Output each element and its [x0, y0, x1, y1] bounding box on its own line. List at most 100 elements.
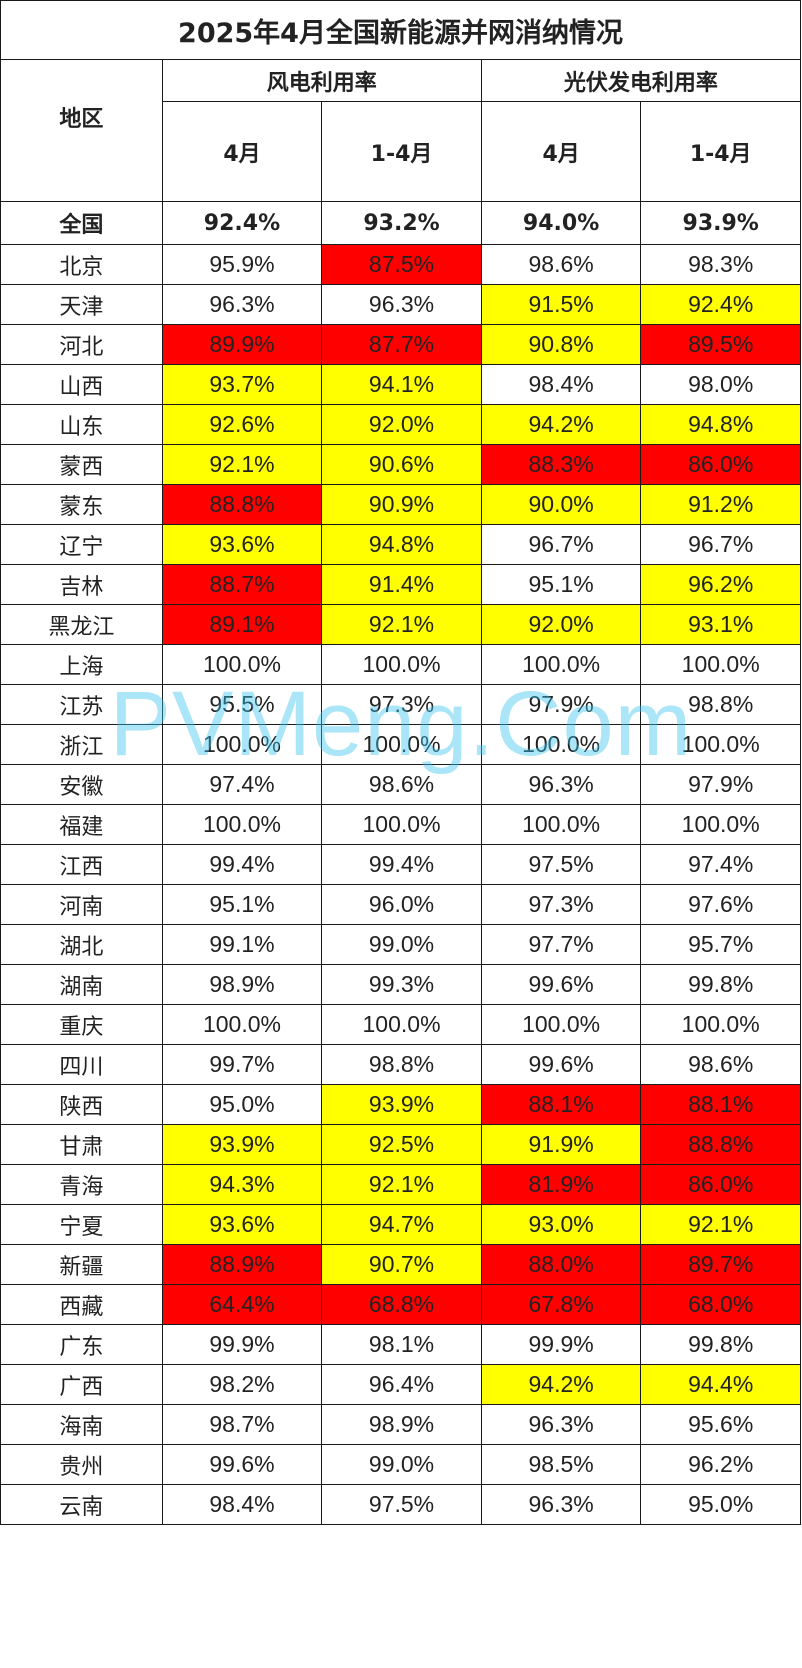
table-row: 青海 94.3% 92.1% 81.9% 86.0% — [0, 1164, 801, 1205]
wind-jan-apr-value: 100.0% — [321, 724, 482, 765]
wind-jan-apr-value: 98.1% — [321, 1324, 482, 1365]
region-name: 吉林 — [0, 564, 163, 605]
solar-april-value: 81.9% — [480, 1164, 642, 1205]
region-name: 广西 — [0, 1364, 163, 1405]
national-label: 全国 — [0, 201, 163, 245]
solar-april-value: 91.9% — [480, 1124, 642, 1165]
table-row: 江西 99.4% 99.4% 97.5% 97.4% — [0, 844, 801, 885]
table-row: 北京 95.9% 87.5% 98.6% 98.3% — [0, 244, 801, 285]
solar-april-value: 96.3% — [480, 764, 642, 805]
wind-jan-apr-value: 92.1% — [321, 604, 482, 645]
table-row: 云南 98.4% 97.5% 96.3% 95.0% — [0, 1484, 801, 1525]
wind-jan-apr-value: 92.1% — [321, 1164, 482, 1205]
region-name: 福建 — [0, 804, 163, 845]
region-name: 山西 — [0, 364, 163, 405]
solar-jan-apr-value: 98.3% — [640, 244, 801, 285]
region-name: 贵州 — [0, 1444, 163, 1485]
wind-jan-apr-value: 99.0% — [321, 1444, 482, 1485]
wind-jan-apr-value: 97.5% — [321, 1484, 482, 1525]
national-solar-april: 94.0% — [480, 201, 642, 245]
wind-april-value: 97.4% — [161, 764, 323, 805]
wind-april-value: 88.8% — [161, 484, 323, 525]
region-name: 江西 — [0, 844, 163, 885]
region-name: 广东 — [0, 1324, 163, 1365]
region-name: 安徽 — [0, 764, 163, 805]
table-row: 甘肃 93.9% 92.5% 91.9% 88.8% — [0, 1124, 801, 1165]
wind-jan-apr-value: 96.3% — [321, 284, 482, 325]
national-row: 全国 92.4% 93.2% 94.0% 93.9% — [0, 201, 801, 245]
wind-april-value: 99.6% — [161, 1444, 323, 1485]
solar-april-value: 92.0% — [480, 604, 642, 645]
wind-jan-apr-header: 1-4月 — [321, 101, 482, 202]
wind-jan-apr-value: 100.0% — [321, 1004, 482, 1045]
table-row: 新疆 88.9% 90.7% 88.0% 89.7% — [0, 1244, 801, 1285]
table-row: 天津 96.3% 96.3% 91.5% 92.4% — [0, 284, 801, 325]
solar-april-value: 96.7% — [480, 524, 642, 565]
table-row: 陕西 95.0% 93.9% 88.1% 88.1% — [0, 1084, 801, 1125]
region-name: 浙江 — [0, 724, 163, 765]
solar-april-value: 95.1% — [480, 564, 642, 605]
table-row: 宁夏 93.6% 94.7% 93.0% 92.1% — [0, 1204, 801, 1245]
wind-jan-apr-value: 96.4% — [321, 1364, 482, 1405]
solar-april-header: 4月 — [480, 101, 642, 202]
wind-april-value: 98.4% — [161, 1484, 323, 1525]
table-row: 广东 99.9% 98.1% 99.9% 99.8% — [0, 1324, 801, 1365]
wind-april-value: 100.0% — [161, 804, 323, 845]
solar-utilization-header: 光伏发电利用率 — [480, 59, 802, 102]
wind-april-value: 89.9% — [161, 324, 323, 365]
solar-jan-apr-value: 98.0% — [640, 364, 801, 405]
region-name: 河北 — [0, 324, 163, 365]
solar-april-value: 96.3% — [480, 1404, 642, 1445]
wind-april-value: 99.9% — [161, 1324, 323, 1365]
wind-jan-apr-value: 100.0% — [321, 644, 482, 685]
wind-jan-apr-value: 98.6% — [321, 764, 482, 805]
region-name: 西藏 — [0, 1284, 163, 1325]
wind-jan-apr-value: 93.9% — [321, 1084, 482, 1125]
wind-april-value: 99.4% — [161, 844, 323, 885]
table-row: 江苏 95.5% 97.3% 97.9% 98.8% — [0, 684, 801, 725]
table-row: 黑龙江 89.1% 92.1% 92.0% 93.1% — [0, 604, 801, 645]
region-name: 湖北 — [0, 924, 163, 965]
solar-jan-apr-value: 96.7% — [640, 524, 801, 565]
wind-jan-apr-value: 92.5% — [321, 1124, 482, 1165]
solar-jan-apr-value: 100.0% — [640, 1004, 801, 1045]
wind-jan-apr-value: 98.8% — [321, 1044, 482, 1085]
table-row: 上海 100.0% 100.0% 100.0% 100.0% — [0, 644, 801, 685]
wind-jan-apr-value: 91.4% — [321, 564, 482, 605]
wind-jan-apr-value: 98.9% — [321, 1404, 482, 1445]
region-name: 北京 — [0, 244, 163, 285]
solar-april-value: 100.0% — [480, 724, 642, 765]
table-row: 四川 99.7% 98.8% 99.6% 98.6% — [0, 1044, 801, 1085]
wind-april-value: 95.0% — [161, 1084, 323, 1125]
solar-jan-apr-value: 68.0% — [640, 1284, 801, 1325]
region-name: 四川 — [0, 1044, 163, 1085]
national-wind-april: 92.4% — [161, 201, 323, 245]
solar-jan-apr-value: 92.4% — [640, 284, 801, 325]
wind-jan-apr-value: 94.7% — [321, 1204, 482, 1245]
wind-jan-apr-value: 87.5% — [321, 244, 482, 285]
solar-jan-apr-value: 99.8% — [640, 1324, 801, 1365]
wind-jan-apr-value: 97.3% — [321, 684, 482, 725]
solar-jan-apr-value: 86.0% — [640, 444, 801, 485]
solar-jan-apr-value: 98.8% — [640, 684, 801, 725]
wind-april-value: 98.9% — [161, 964, 323, 1005]
region-name: 黑龙江 — [0, 604, 163, 645]
wind-april-value: 93.6% — [161, 1204, 323, 1245]
wind-april-value: 92.1% — [161, 444, 323, 485]
solar-jan-apr-value: 94.4% — [640, 1364, 801, 1405]
solar-april-value: 99.9% — [480, 1324, 642, 1365]
table-row: 山东 92.6% 92.0% 94.2% 94.8% — [0, 404, 801, 445]
solar-april-value: 88.0% — [480, 1244, 642, 1285]
solar-april-value: 97.3% — [480, 884, 642, 925]
wind-april-value: 93.6% — [161, 524, 323, 565]
solar-april-value: 90.8% — [480, 324, 642, 365]
solar-jan-apr-value: 88.1% — [640, 1084, 801, 1125]
wind-jan-apr-value: 92.0% — [321, 404, 482, 445]
solar-april-value: 99.6% — [480, 1044, 642, 1085]
wind-jan-apr-value: 68.8% — [321, 1284, 482, 1325]
solar-jan-apr-value: 98.6% — [640, 1044, 801, 1085]
wind-jan-apr-value: 90.6% — [321, 444, 482, 485]
wind-april-value: 99.7% — [161, 1044, 323, 1085]
wind-jan-apr-value: 87.7% — [321, 324, 482, 365]
solar-jan-apr-value: 96.2% — [640, 564, 801, 605]
